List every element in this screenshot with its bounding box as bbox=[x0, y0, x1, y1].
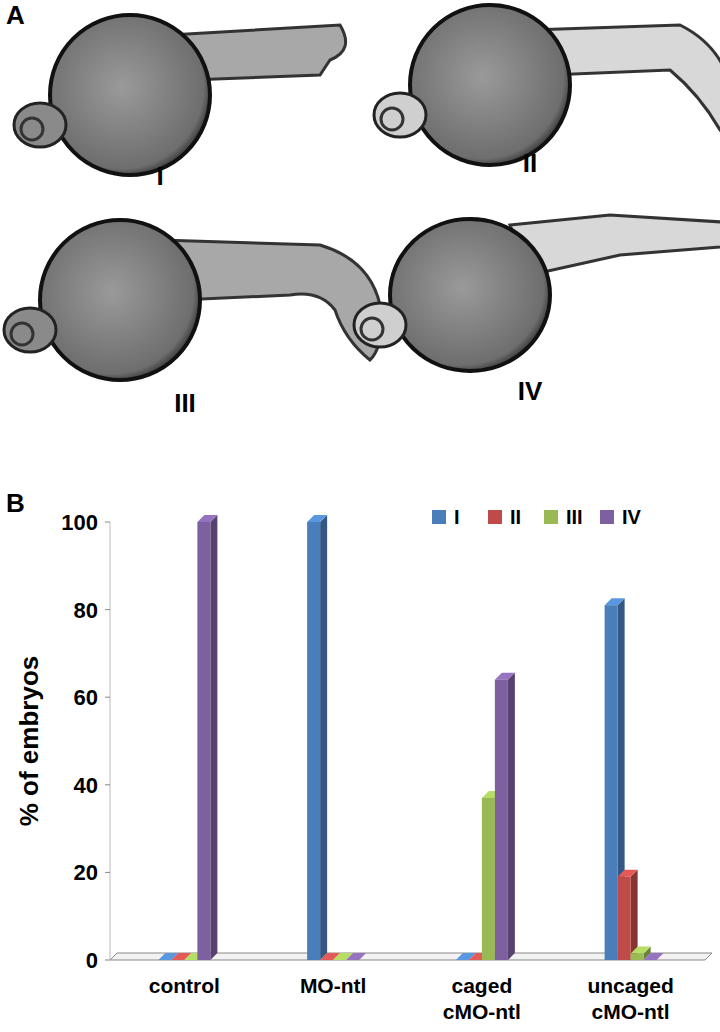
y-tick-label: 40 bbox=[74, 773, 98, 798]
embryo-yolk bbox=[410, 5, 570, 165]
image-label: IV bbox=[518, 376, 543, 406]
image-label: II bbox=[523, 148, 537, 178]
embryo-head bbox=[4, 308, 56, 352]
legend-label: I bbox=[454, 506, 460, 528]
legend-swatch bbox=[600, 510, 614, 524]
bar-top bbox=[605, 598, 625, 605]
bar-front bbox=[631, 953, 644, 960]
bar-side bbox=[320, 515, 327, 960]
bar-front bbox=[469, 960, 482, 961]
x-tick-label-line: uncaged bbox=[587, 974, 673, 997]
legend-swatch bbox=[432, 510, 446, 524]
panel-label: B bbox=[6, 488, 25, 518]
embryo-eye bbox=[21, 118, 43, 140]
bar-front bbox=[605, 605, 618, 960]
x-tick-label-line: cMO-ntl bbox=[592, 1000, 670, 1023]
y-tick-label: 80 bbox=[74, 598, 98, 623]
bar-side bbox=[631, 870, 638, 960]
bar-top bbox=[618, 870, 638, 877]
embryo-yolk bbox=[40, 220, 200, 380]
y-tick bbox=[105, 609, 110, 610]
y-tick bbox=[105, 784, 110, 785]
x-tick-label: MO-ntl bbox=[300, 974, 366, 997]
y-tick-label: 20 bbox=[74, 860, 98, 885]
y-tick-label: 0 bbox=[86, 948, 98, 973]
bar-front bbox=[158, 960, 171, 961]
y-tick bbox=[105, 960, 110, 961]
y-tick bbox=[105, 872, 110, 873]
legend-swatch bbox=[488, 510, 502, 524]
embryo-head bbox=[374, 93, 426, 137]
x-tick-label-line: control bbox=[149, 974, 220, 997]
bar-top bbox=[495, 673, 515, 680]
x-tick-label-line: MO-ntl bbox=[300, 974, 366, 997]
x-tick-label-line: cMO-ntl bbox=[443, 1000, 521, 1023]
bar-front bbox=[307, 522, 320, 960]
bar-front bbox=[456, 960, 469, 961]
embryo-eye bbox=[381, 108, 403, 130]
legend-swatch bbox=[544, 510, 558, 524]
x-tick-label: control bbox=[149, 974, 220, 997]
embryo-eye bbox=[361, 318, 383, 340]
x-tick-label-line: caged bbox=[452, 974, 513, 997]
legend-label: IV bbox=[622, 506, 642, 528]
bar-front bbox=[482, 798, 495, 960]
bar-front bbox=[495, 680, 508, 960]
bar bbox=[197, 515, 217, 960]
bar bbox=[307, 515, 327, 960]
x-tick-label: uncaged cMO-ntl bbox=[587, 974, 673, 1023]
bar-front bbox=[333, 960, 346, 961]
bar-front bbox=[184, 960, 197, 961]
embryo-eye bbox=[11, 323, 33, 345]
embryo bbox=[4, 220, 381, 380]
legend: IIIIIIIV bbox=[432, 506, 642, 528]
bar-top bbox=[644, 953, 664, 960]
bar-front bbox=[644, 960, 657, 961]
embryo-head bbox=[14, 103, 66, 147]
embryo bbox=[354, 215, 720, 371]
embryo-head bbox=[354, 303, 406, 347]
y-tick-label: 100 bbox=[61, 510, 98, 535]
bar-front bbox=[197, 522, 210, 960]
image-label: I bbox=[156, 161, 163, 191]
x-tick-label: caged cMO-ntl bbox=[443, 974, 521, 1023]
y-tick bbox=[105, 697, 110, 698]
bar-front bbox=[171, 960, 184, 961]
legend-label: II bbox=[510, 506, 521, 528]
embryo bbox=[14, 15, 346, 175]
embryo bbox=[374, 5, 720, 165]
bar bbox=[346, 953, 366, 960]
bar bbox=[618, 870, 638, 960]
image-label: III bbox=[174, 388, 196, 418]
y-axis-label: % of embryos bbox=[14, 656, 44, 827]
page: {"panel_labels": ["A", "B"], "images": [… bbox=[0, 0, 720, 1032]
bar-front bbox=[618, 877, 631, 960]
panel-label: A bbox=[6, 0, 25, 30]
bar-front bbox=[346, 960, 359, 961]
figure: ABIIIIIIIV020406080100% of embryoscontro… bbox=[0, 0, 720, 1032]
bar-side bbox=[508, 673, 515, 960]
bar-top bbox=[346, 953, 366, 960]
bar-top bbox=[307, 515, 327, 522]
y-tick-label: 60 bbox=[74, 685, 98, 710]
bar-top bbox=[197, 515, 217, 522]
embryo-yolk bbox=[390, 219, 550, 371]
y-tick bbox=[105, 522, 110, 523]
bar bbox=[495, 673, 515, 960]
bar-side bbox=[210, 515, 217, 960]
bar bbox=[644, 953, 664, 960]
bar-top bbox=[631, 946, 651, 953]
bars bbox=[158, 515, 663, 960]
y-axis-line bbox=[110, 522, 111, 960]
figure-svg: ABIIIIIIIV020406080100% of embryoscontro… bbox=[0, 0, 720, 1032]
bar-front bbox=[320, 960, 333, 961]
legend-label: III bbox=[566, 506, 583, 528]
embryo-yolk bbox=[50, 15, 210, 175]
